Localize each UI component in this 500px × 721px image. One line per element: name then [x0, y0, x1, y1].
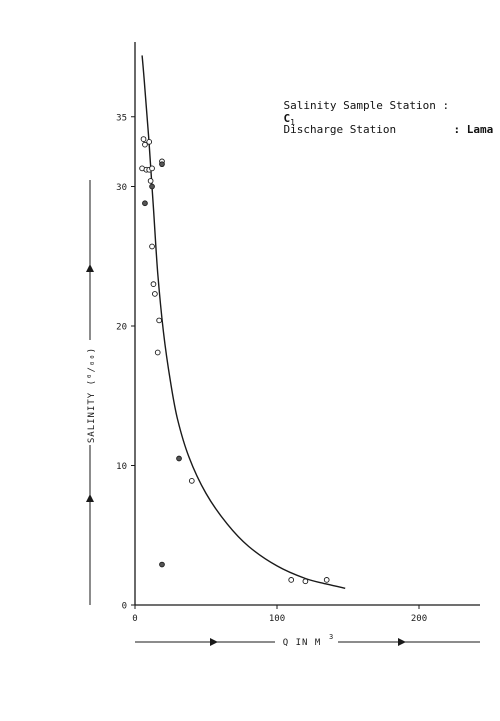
salinity-station-label: Salinity Sample Station : [283, 99, 450, 112]
x-tick-label: 0 [132, 614, 137, 624]
data-point-open [147, 178, 154, 184]
salinity-station-annotation: Salinity Sample Station : C1 [257, 86, 450, 140]
y-axis-label: SALINITY (⁰/₀₀) [87, 347, 97, 443]
data-point-open [288, 577, 295, 583]
x-guide-arrow-right [398, 638, 406, 646]
discharge-station-value: : Lama [453, 123, 494, 136]
data-point-open [149, 165, 155, 172]
y-tick-label: 30 [116, 183, 127, 193]
data-point-open [152, 291, 158, 297]
x-tick-label: 200 [411, 614, 427, 624]
fitted-curve-group [141, 55, 346, 589]
data-point-open [323, 577, 330, 583]
x-guide-arrow-left [210, 638, 218, 646]
data-point-open [154, 349, 161, 356]
data-point-filled [142, 200, 148, 207]
x-axis-label: Q IN M [283, 638, 322, 648]
data-point-open [142, 141, 148, 148]
y-guide-arrow-upper [86, 264, 94, 272]
data-point-open [188, 477, 195, 484]
discharge-station-value-wrap: : Lama [427, 110, 494, 149]
salinity-station-subscript: 1 [290, 118, 295, 128]
x-axis-label-superscript: 3 [329, 633, 333, 641]
y-tick-label: 10 [116, 462, 127, 472]
axis-label-decoration: SALINITY (⁰/₀₀) Q IN M 3 [86, 180, 480, 648]
y-guide-arrow-lower [86, 494, 94, 502]
axes [131, 42, 480, 609]
data-point-filled [176, 455, 182, 462]
data-point-filled [159, 561, 165, 568]
discharge-station-annotation: Discharge Station [257, 110, 397, 149]
data-point-open [156, 317, 162, 324]
discharge-station-label: Discharge Station [283, 123, 397, 136]
tick-labels-group: 0 10 20 30 35 0 100 200 [116, 113, 427, 624]
y-tick-label: 20 [116, 323, 127, 333]
data-points-group [139, 136, 330, 585]
data-point-filled [159, 161, 165, 168]
data-point-open [149, 243, 155, 250]
data-point-open [140, 136, 147, 142]
salinity-station-value: C [283, 112, 291, 125]
data-point-open [146, 139, 153, 145]
y-tick-label: 0 [122, 602, 127, 612]
y-tick-label: 35 [116, 113, 127, 123]
data-point-filled [149, 183, 155, 190]
x-tick-label: 100 [269, 614, 285, 624]
fitted-curve [141, 55, 346, 589]
data-point-open [150, 281, 157, 288]
data-point-open [302, 578, 309, 585]
